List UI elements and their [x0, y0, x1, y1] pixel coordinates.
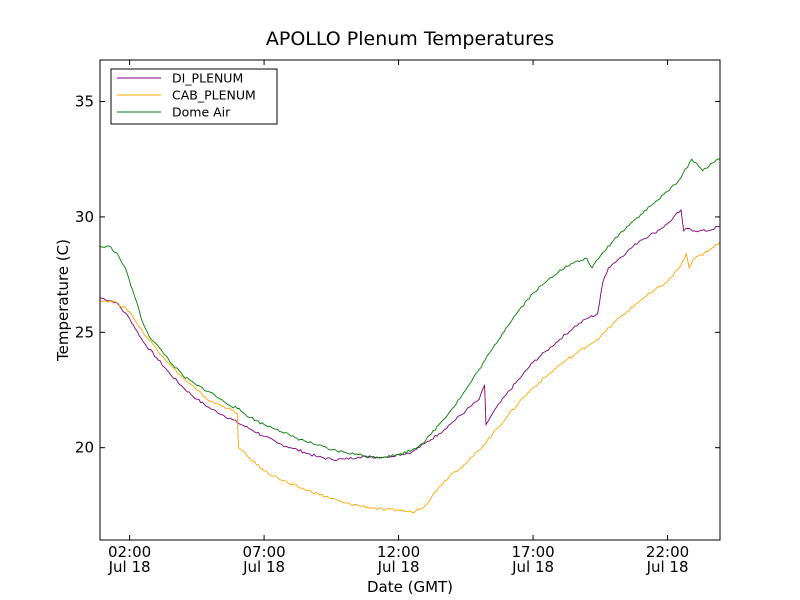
y-axis-label: Temperature (C)	[54, 239, 72, 362]
x-tick-label-time: 02:00	[108, 543, 151, 561]
y-tick-label: 20	[75, 439, 94, 457]
series-line-cab-plenum	[100, 242, 720, 514]
legend: DI_PLENUM CAB_PLENUM Dome Air	[110, 68, 278, 125]
x-tick-label-date: Jul 18	[646, 558, 689, 576]
legend-label: Dome Air	[172, 105, 231, 120]
y-tick-label: 35	[75, 93, 94, 111]
x-tick-label-date: Jul 18	[242, 558, 285, 576]
x-axis-label: Date (GMT)	[367, 578, 453, 596]
x-tick-label-time: 17:00	[511, 543, 554, 561]
legend-label: CAB_PLENUM	[172, 88, 256, 103]
legend-label: DI_PLENUM	[172, 71, 243, 86]
x-tick-label-date: Jul 18	[511, 558, 554, 576]
chart-title: APOLLO Plenum Temperatures	[266, 28, 554, 50]
x-tick-label-time: 22:00	[646, 543, 689, 561]
x-tick-label-date: Jul 18	[377, 558, 420, 576]
y-tick-label: 25	[75, 323, 94, 341]
x-tick-label-time: 12:00	[377, 543, 420, 561]
x-tick-label-time: 07:00	[242, 543, 285, 561]
plot-frame	[99, 59, 721, 541]
series-line-di-plenum	[100, 208, 720, 461]
y-tick-label: 30	[75, 208, 94, 226]
x-tick-label-date: Jul 18	[108, 558, 151, 576]
series-line-dome-air	[100, 158, 720, 459]
